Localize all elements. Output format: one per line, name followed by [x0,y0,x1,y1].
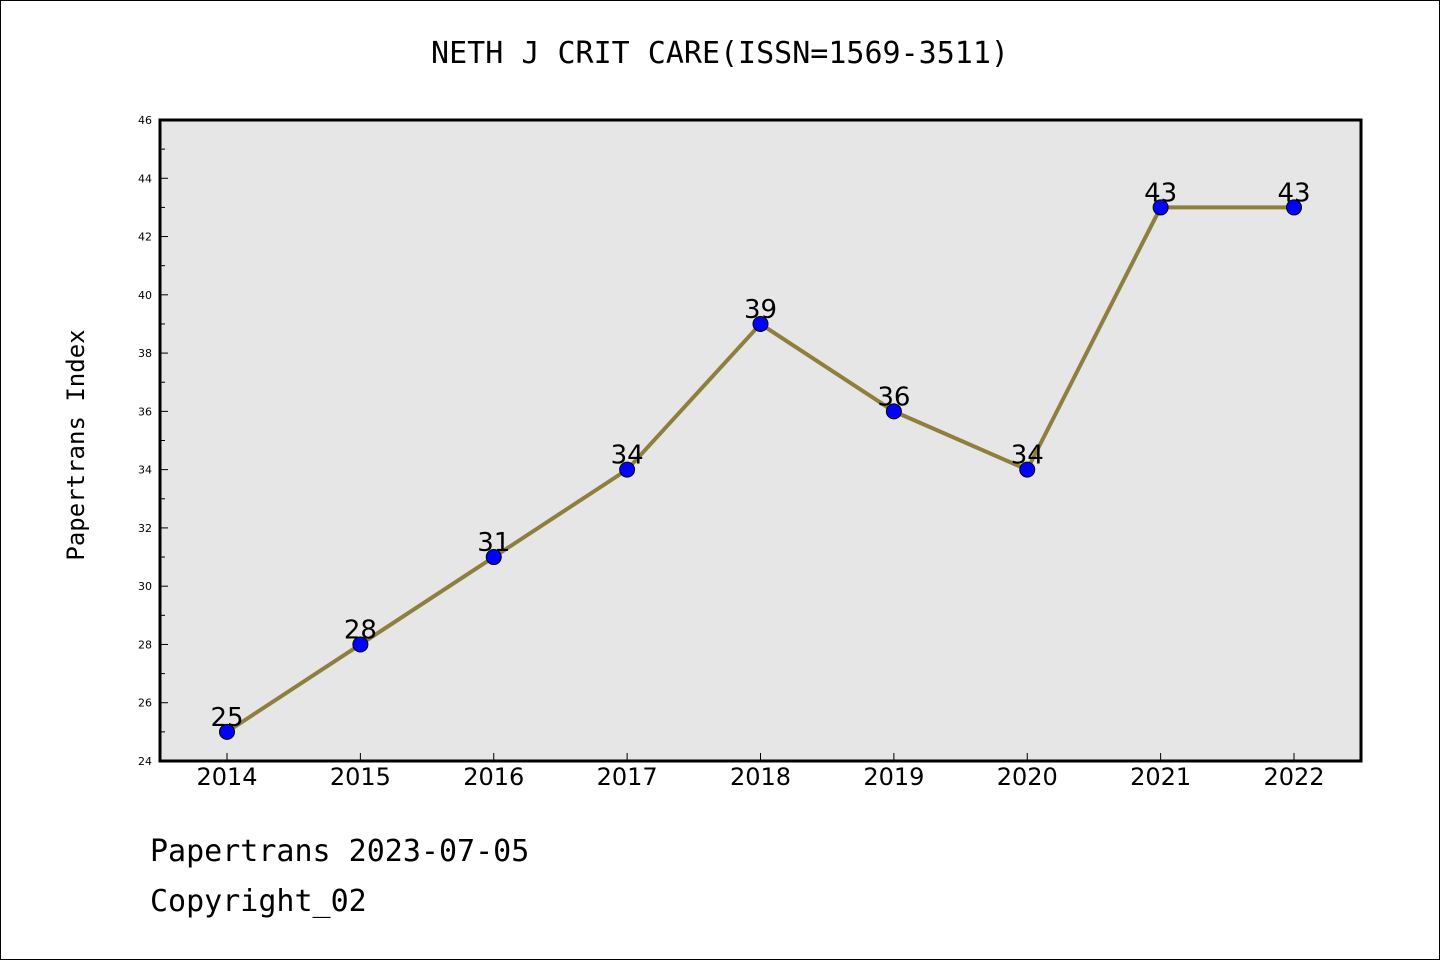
x-tick-label: 2021 [1130,763,1191,791]
y-tick-label: 42 [138,231,152,244]
x-tick-label: 2014 [196,763,257,791]
x-tick-label: 2022 [1263,763,1324,791]
plot-area [158,118,1363,763]
x-tick-label: 2016 [463,763,524,791]
data-label: 28 [344,615,377,645]
x-tick-label: 2015 [330,763,391,791]
y-tick-label: 46 [138,114,152,127]
data-label: 43 [1277,178,1310,208]
y-tick-label: 44 [138,172,152,185]
data-point [752,315,769,332]
data-point [219,723,235,740]
x-axis: 2014 2015 2016 2017 2018 2019 2020 2021 2022 [196,753,1325,791]
y-tick-label: 40 [138,289,152,302]
x-tick-label: 2019 [863,763,924,791]
data-point [885,403,902,420]
y-tick-label: 24 [138,755,152,768]
data-label: 25 [210,703,243,733]
y-axis: 24 26 28 30 32 34 36 38 40 42 44 46 [138,114,168,768]
data-point [1286,199,1302,216]
x-tick-label: 2017 [597,763,658,791]
x-tick-label: 2020 [997,763,1058,791]
data-label: 43 [1144,178,1177,208]
data-label: 39 [744,295,777,325]
y-tick-label: 36 [138,405,152,418]
y-tick-label: 34 [138,464,152,477]
data-label: 34 [1011,441,1044,471]
y-tick-label: 26 [138,697,152,710]
footer-copyright: Copyright_02 [150,884,367,919]
footer-date: Papertrans 2023-07-05 [150,834,530,869]
y-tick-label: 30 [138,580,152,593]
data-label: 31 [477,528,510,558]
y-tick-label: 32 [138,522,152,535]
series-layer: 25 28 31 34 39 36 34 43 43 [210,178,1311,740]
x-tick-label: 2018 [730,763,791,791]
y-tick-label: 28 [138,638,152,651]
y-tick-label: 38 [138,347,152,360]
data-point [1019,461,1036,478]
chart-title: NETH J CRIT CARE(ISSN=1569-3511) [431,36,1009,71]
data-point [1152,199,1169,216]
data-point [485,549,502,566]
data-label: 36 [877,382,910,412]
data-point [619,461,636,478]
data-point [352,636,369,653]
data-label: 34 [611,441,644,471]
